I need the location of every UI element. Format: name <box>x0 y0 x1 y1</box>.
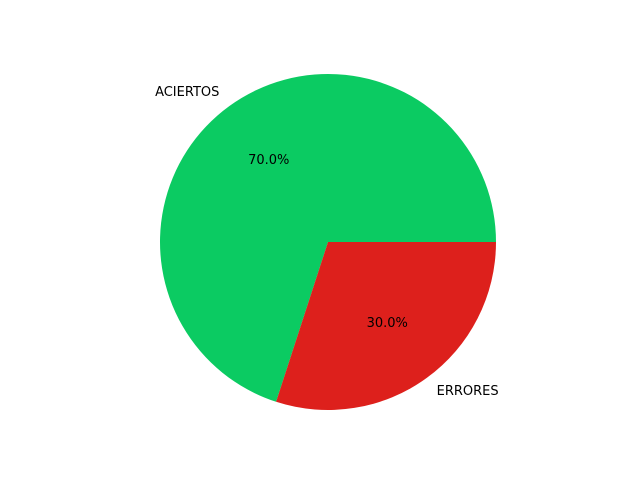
pie-slices <box>159 74 496 411</box>
slice-label-errores: ERRORES <box>437 384 499 399</box>
percent-label-errores: 30.0% <box>367 316 408 331</box>
percent-label-aciertos: 70.0% <box>248 153 289 168</box>
pie-slice-aciertos <box>159 74 496 402</box>
pie-labels: ACIERTOS 70.0% ERRORES 30.0% <box>155 85 499 399</box>
slice-label-aciertos: ACIERTOS <box>155 85 219 100</box>
pie-slice-errores <box>276 242 496 411</box>
